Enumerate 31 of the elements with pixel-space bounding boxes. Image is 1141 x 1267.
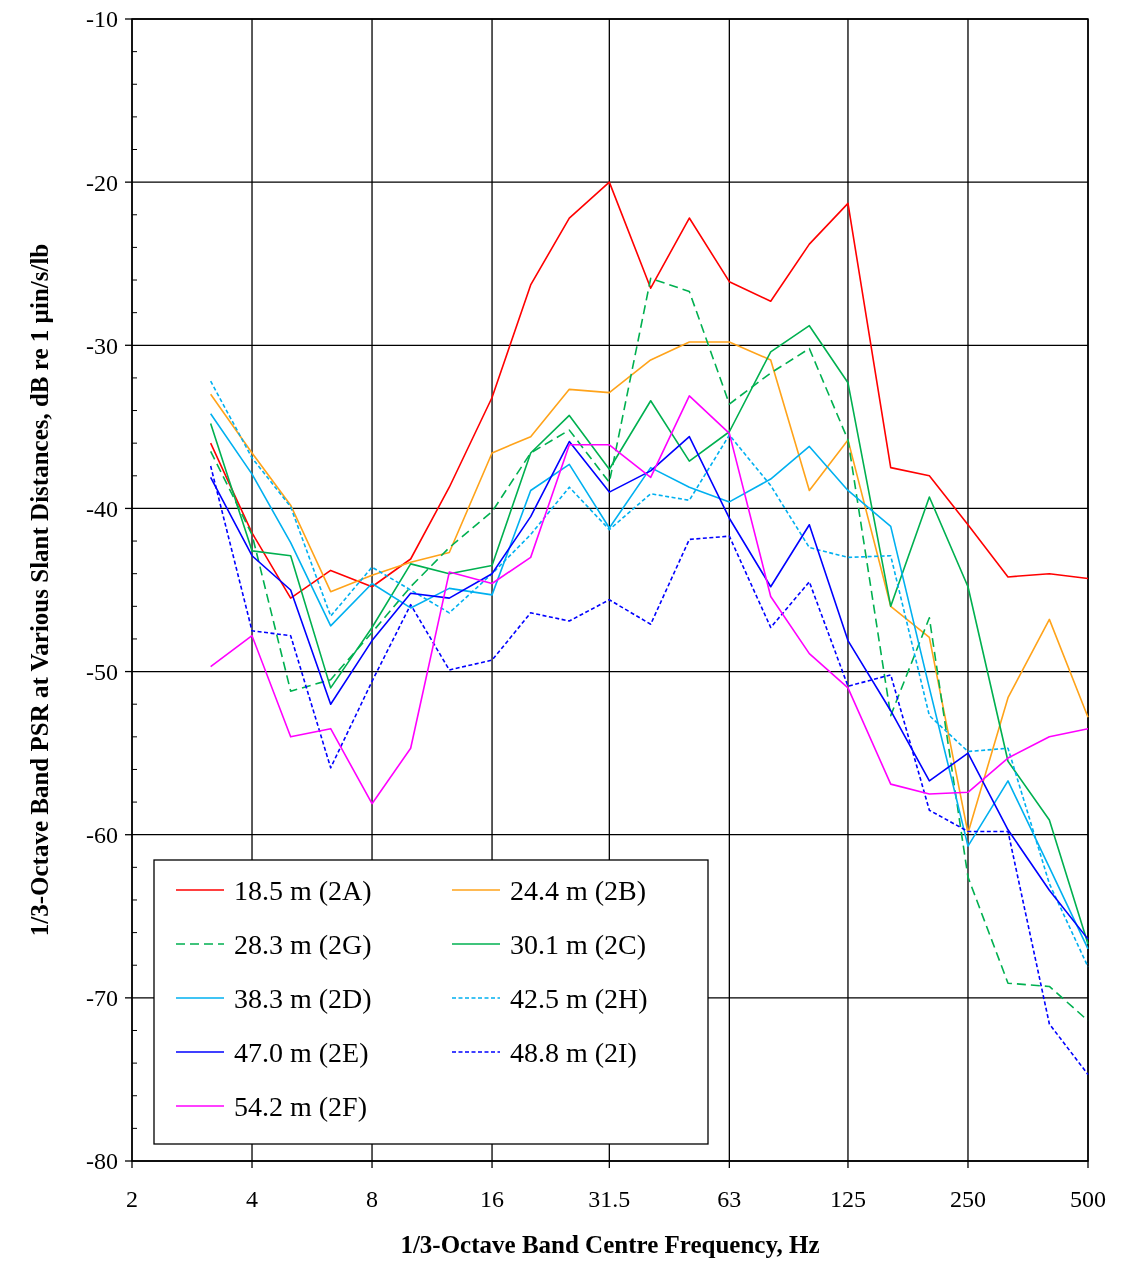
line-series — [209, 395, 1089, 805]
legend-label: 54.2 m (2F) — [234, 1090, 367, 1122]
line-series — [209, 181, 1089, 599]
y-tick-label: -20 — [86, 169, 118, 196]
x-tick-label: 8 — [366, 1186, 379, 1212]
x-tick-label: 63 — [717, 1186, 742, 1212]
legend-label: 28.3 m (2G) — [234, 928, 372, 960]
line-series — [209, 341, 1089, 834]
legend-label: 47.0 m (2E) — [234, 1036, 369, 1068]
y-tick-label: -40 — [86, 495, 118, 522]
y-axis-title: 1/3-Octave Band PSR at Various Slant Distances, dB re 1 µin/s/lb — [26, 243, 53, 937]
y-tick-label: -80 — [86, 1148, 118, 1175]
x-axis-title: 1/3-Octave Band Centre Frequency, Hz — [400, 1231, 820, 1258]
x-tick-label: 500 — [1070, 1186, 1106, 1212]
legend-label: 42.5 m (2H) — [510, 982, 648, 1014]
x-tick-label: 16 — [480, 1186, 505, 1212]
legend-label: 30.1 m (2C) — [510, 928, 647, 960]
x-tick-label: 250 — [949, 1186, 986, 1212]
legend-label: 24.4 m (2B) — [510, 874, 647, 906]
y-tick-label: -10 — [86, 6, 118, 33]
legend-label: 48.8 m (2I) — [510, 1036, 637, 1068]
legend-label: 38.3 m (2D) — [234, 982, 372, 1014]
y-tick-label: -60 — [86, 822, 118, 849]
x-tick-label: 4 — [246, 1186, 259, 1212]
y-tick-label: -70 — [86, 985, 118, 1012]
y-tick-label: -30 — [86, 332, 118, 359]
x-tick-label: 2 — [126, 1186, 138, 1212]
x-tick-label: 125 — [829, 1186, 866, 1212]
legend-label: 18.5 m (2A) — [234, 874, 372, 906]
x-tick-label: 31.5 — [588, 1186, 631, 1212]
y-tick-label: -50 — [86, 658, 118, 685]
